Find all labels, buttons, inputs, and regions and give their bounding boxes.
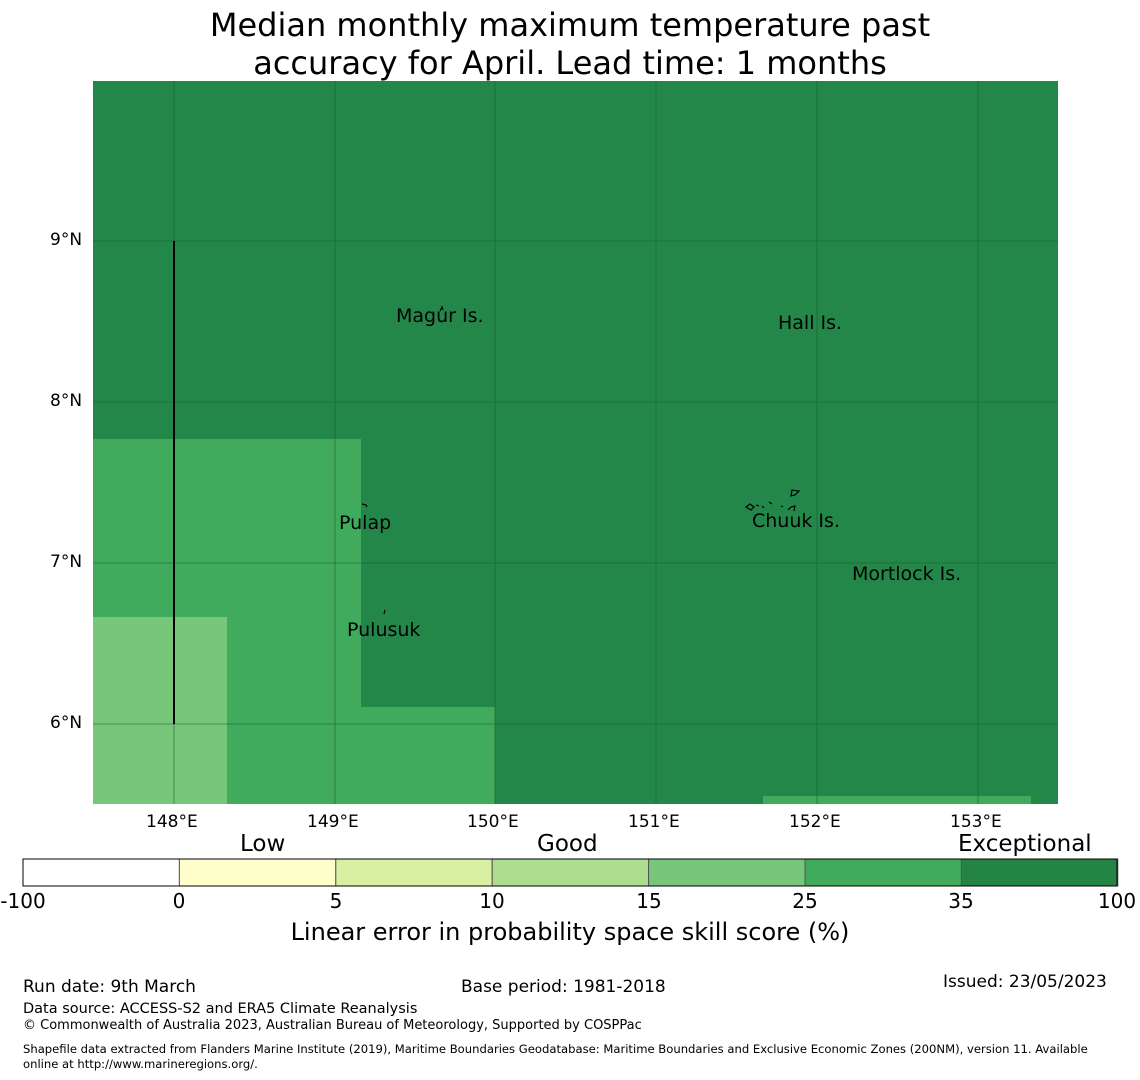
colorbar-tick-2: 0 (172, 889, 186, 913)
place-label-pulusuk: Pulusuk (347, 619, 421, 641)
place-label-pulap: Pulap (339, 512, 392, 534)
island-outlines (361, 305, 801, 615)
colorbar-tick-1: -100 (0, 889, 46, 913)
island-pulusuk (383, 609, 386, 615)
region-good-high-south (361, 707, 495, 804)
lon-tick-152e: 152°E (789, 812, 841, 832)
colorbar-tick-6: 25 (792, 889, 818, 913)
colorbar-frame (22, 858, 1118, 887)
category-exceptional: Exceptional (958, 831, 1092, 857)
lat-tick-9n: 9°N (50, 230, 83, 250)
place-label-magur: Magur Is. (396, 305, 484, 327)
place-label-hall: Hall Is. (778, 312, 843, 334)
title-line-1: Median monthly maximum temperature past (209, 6, 931, 44)
colorbar-tick-5: 15 (636, 889, 662, 913)
data-source: Data source: ACCESS-S2 and ERA5 Climate … (23, 1001, 418, 1017)
lon-tick-150e: 150°E (467, 812, 519, 832)
colorbar (22, 858, 1119, 887)
colorbar-segment-4 (491, 858, 650, 887)
colorbar-segment-3 (335, 858, 493, 887)
island-magur (439, 305, 444, 312)
title-line-2: accuracy for April. Lead time: 1 months (253, 44, 887, 82)
colorbar-segment-5 (648, 858, 806, 887)
chart-title: Median monthly maximum temperature past … (0, 6, 1140, 82)
skill-map (93, 81, 1058, 804)
run-date: Run date: 9th March (23, 977, 196, 997)
place-label-mortlock: Mortlock Is. (852, 563, 962, 585)
region-good-high-southeast (763, 796, 1031, 804)
colorbar-segments (22, 858, 1119, 887)
island-chuuk-lagoon (744, 489, 801, 512)
lon-tick-148e: 148°E (146, 812, 198, 832)
colorbar-label: Linear error in probability space skill … (290, 918, 850, 946)
issued-date: Issued: 23/05/2023 (943, 972, 1107, 992)
colorbar-tick-4: 10 (479, 889, 505, 913)
colorbar-segment-2 (178, 858, 337, 887)
graticule (93, 81, 1058, 804)
category-low: Low (240, 831, 286, 857)
category-good: Good (537, 831, 598, 857)
lon-tick-149e: 149°E (307, 812, 359, 832)
colorbar-segment-6 (804, 858, 962, 887)
place-label-chuuk: Chuuk Is. (752, 510, 840, 532)
region-good-mid-southwest (93, 617, 227, 804)
copyright: © Commonwealth of Australia 2023, Austra… (23, 1018, 642, 1033)
lat-tick-7n: 7°N (50, 552, 83, 572)
colorbar-tick-8: 100 (1097, 889, 1137, 913)
colorbar-tick-3: 5 (329, 889, 343, 913)
lat-tick-6n: 6°N (50, 713, 83, 733)
colorbar-tick-7: 35 (948, 889, 974, 913)
shapefile-credit-line-2: online at http://www.marineregions.org/. (23, 1057, 258, 1071)
island-pulap (361, 503, 368, 508)
lon-tick-151e: 151°E (628, 812, 680, 832)
colorbar-segment-1 (22, 858, 180, 887)
lon-tick-153e: 153°E (950, 812, 1002, 832)
base-period: Base period: 1981-2018 (461, 977, 666, 997)
shapefile-credit-line-1: Shapefile data extracted from Flanders M… (23, 1042, 1088, 1056)
colorbar-segment-7 (960, 858, 1119, 887)
lat-tick-8n: 8°N (50, 391, 83, 411)
